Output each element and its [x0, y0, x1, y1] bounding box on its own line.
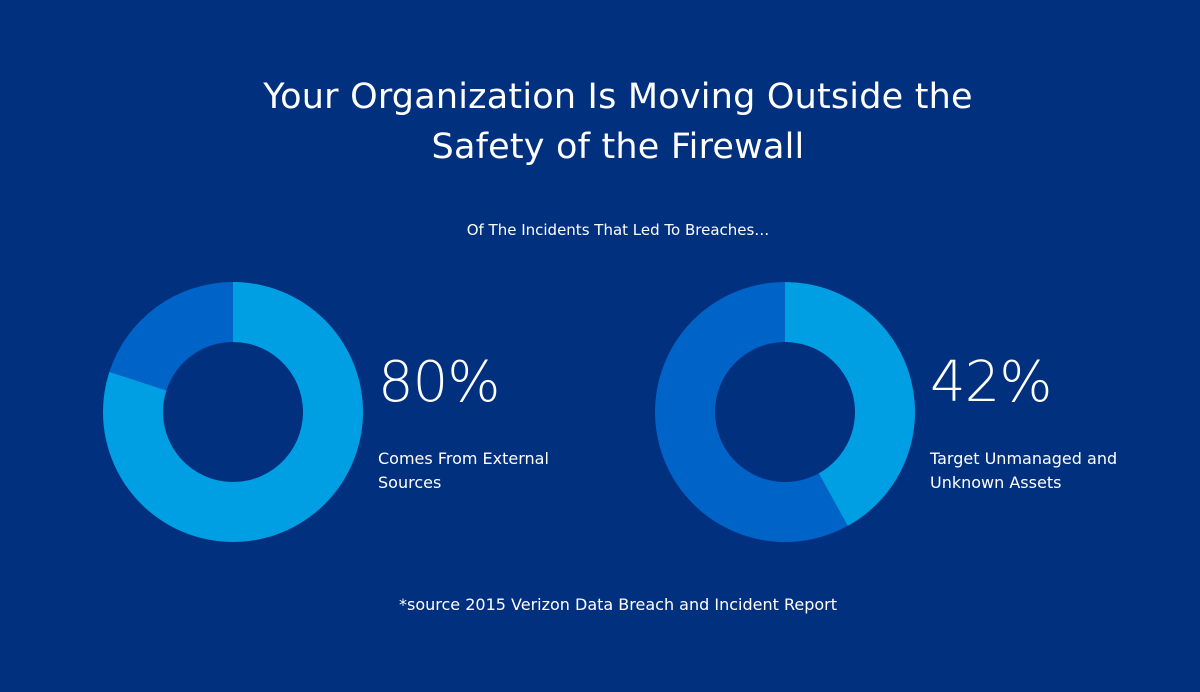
donut-2-segment-primary [785, 282, 915, 526]
donut-chart-external-sources [103, 282, 363, 542]
page-title: Your Organization Is Moving Outside the … [0, 72, 1200, 172]
title-line-2: Safety of the Firewall [431, 127, 805, 167]
unmanaged-assets-caption-line-2: Unknown Assets [930, 473, 1062, 492]
external-sources-caption: Comes From External Sources [378, 447, 549, 495]
external-sources-caption-line-2: Sources [378, 473, 442, 492]
donut-chart-unmanaged-assets [655, 282, 915, 542]
external-sources-percentage: 80% [378, 350, 500, 415]
donut-svg-2 [655, 282, 915, 542]
source-note: *source 2015 Verizon Data Breach and Inc… [399, 595, 837, 614]
donut-2-segment-secondary [655, 282, 848, 542]
donut-svg-1 [103, 282, 363, 542]
donut-1-segment-secondary [109, 282, 233, 391]
donut-1-segment-primary [103, 282, 363, 542]
unmanaged-assets-caption: Target Unmanaged and Unknown Assets [930, 447, 1117, 495]
unmanaged-assets-caption-line-1: Target Unmanaged and [930, 449, 1118, 468]
unmanaged-assets-percentage: 42% [930, 350, 1052, 415]
title-line-1: Your Organization Is Moving Outside the [263, 77, 973, 117]
subtitle: Of The Incidents That Led To Breaches… [466, 221, 770, 239]
external-sources-caption-line-1: Comes From External [378, 449, 549, 468]
